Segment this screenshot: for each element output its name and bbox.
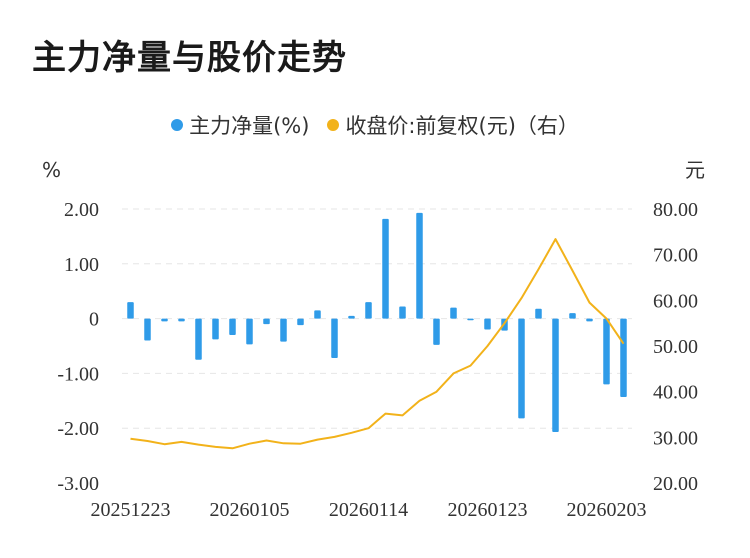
legend-label-close-price: 收盘价:前复权(元)（右）: [345, 114, 579, 138]
grid-lines: [122, 208, 632, 429]
bar: [314, 310, 321, 319]
legend-item-net-volume[interactable]: 主力净量(%): [171, 110, 309, 140]
bar: [586, 318, 593, 322]
left-tick-label: -3.00: [57, 473, 99, 495]
line-series: [130, 238, 625, 450]
legend-item-close-price[interactable]: 收盘价:前复权(元)（右）: [327, 110, 579, 140]
x-tick-label: 20260203: [567, 499, 647, 521]
left-tick-label: -2.00: [57, 418, 99, 440]
x-tick-label: 20251223: [91, 499, 171, 521]
left-tick-label: 1.00: [64, 254, 99, 276]
bar: [246, 318, 253, 345]
bar: [433, 318, 440, 345]
chart-title: 主力净量与股价走势: [32, 38, 347, 78]
right-axis-unit: 元: [685, 158, 705, 182]
right-tick-label: 60.00: [653, 290, 698, 312]
bar: [518, 318, 525, 419]
bar: [603, 318, 610, 385]
bar: [195, 318, 202, 360]
left-tick-label: 0: [89, 309, 99, 331]
bar: [161, 318, 168, 322]
right-tick-label: 70.00: [653, 245, 698, 267]
left-axis-ticks: 2.00 1.00 0 -1.00 -2.00 -3.00: [57, 199, 99, 495]
legend: 主力净量(%) 收盘价:前复权(元)（右）: [0, 110, 750, 140]
bar: [365, 302, 372, 319]
bar: [212, 318, 219, 340]
legend-dot-bar-icon: [171, 119, 184, 131]
bar: [467, 318, 474, 321]
x-axis-ticks: 20251223 20260105 20260114 20260123 20260203: [91, 499, 647, 521]
bar: [552, 318, 559, 433]
bar-series: [127, 212, 627, 433]
right-tick-label: 50.00: [653, 336, 698, 358]
legend-dot-line-icon: [327, 119, 340, 131]
bar: [348, 315, 355, 319]
bar: [416, 212, 423, 319]
bar: [263, 318, 270, 325]
x-tick-label: 20260105: [210, 499, 290, 521]
right-tick-label: 40.00: [653, 382, 698, 404]
x-tick-label: 20260123: [448, 499, 528, 521]
bar: [620, 318, 627, 397]
legend-label-net-volume: 主力净量(%): [189, 114, 310, 138]
left-axis-unit: %: [42, 158, 61, 182]
right-tick-label: 20.00: [653, 473, 698, 495]
close-price-line: [130, 238, 625, 450]
bar: [280, 318, 287, 342]
bar: [144, 318, 151, 341]
right-tick-label: 30.00: [653, 427, 698, 449]
left-tick-label: -1.00: [57, 363, 99, 385]
bar: [450, 307, 457, 319]
bar: [399, 306, 406, 319]
bar: [229, 318, 236, 336]
bar: [331, 318, 338, 359]
left-tick-label: 2.00: [64, 199, 99, 221]
bar: [569, 313, 576, 319]
right-tick-label: 80.00: [653, 199, 698, 221]
x-tick-label: 20260114: [329, 499, 408, 521]
bar: [297, 318, 304, 326]
bar: [535, 308, 542, 319]
bar: [484, 318, 491, 330]
bar: [178, 318, 185, 322]
right-axis-ticks: 80.00 70.00 60.00 50.00 40.00 30.00 20.00: [653, 199, 698, 495]
bar: [127, 302, 134, 319]
bar: [382, 218, 389, 319]
